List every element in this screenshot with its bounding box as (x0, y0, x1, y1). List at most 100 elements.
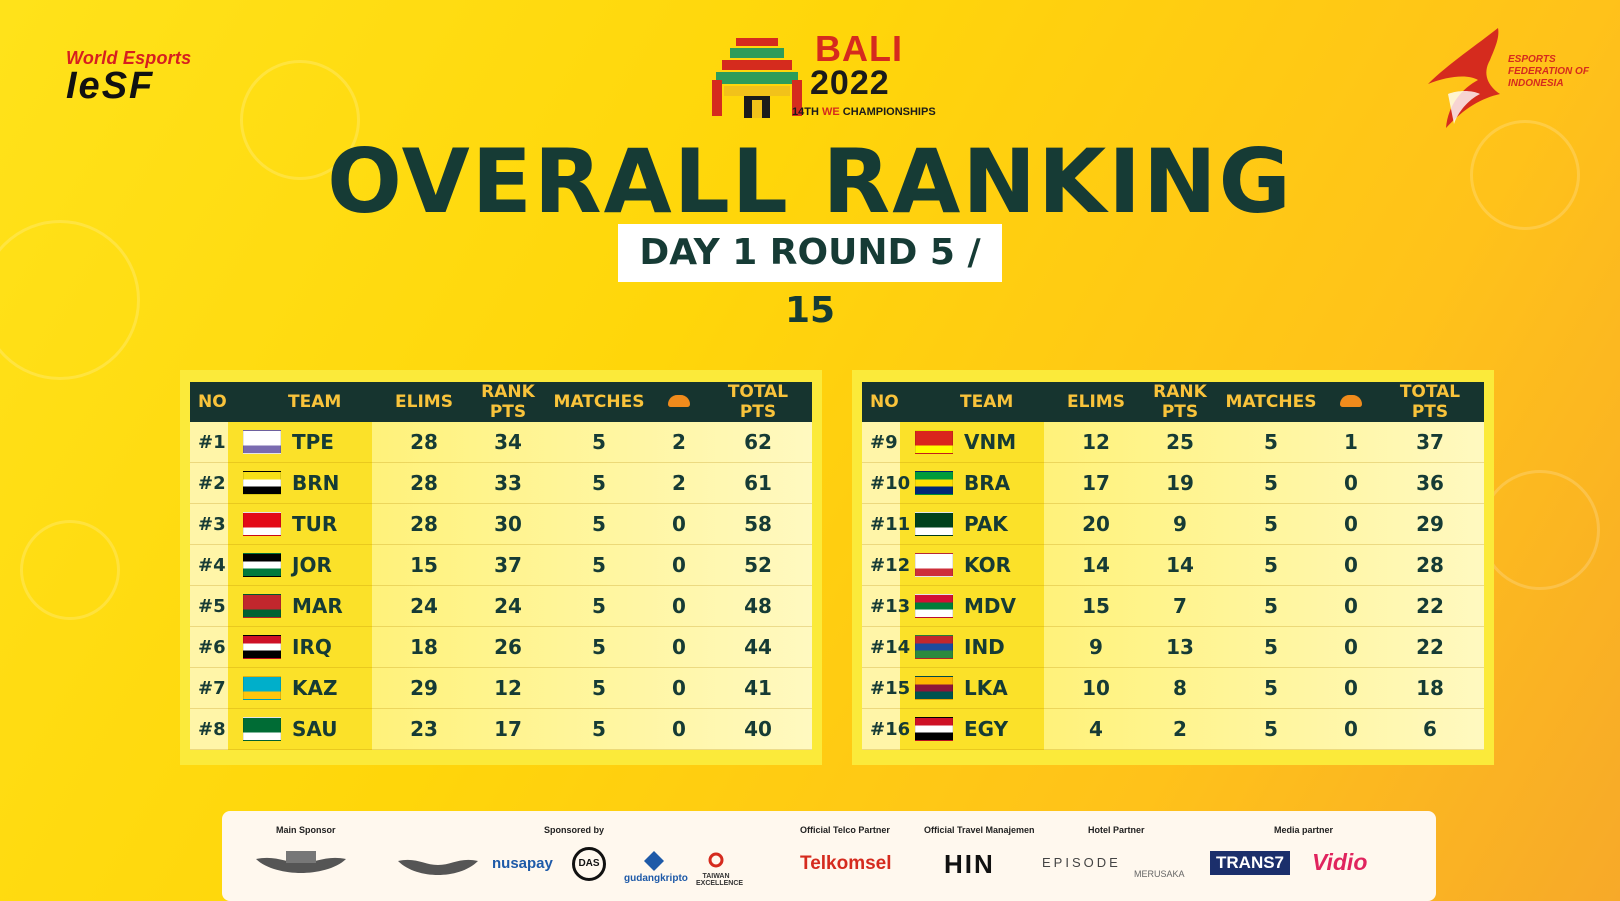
flag (238, 512, 286, 536)
total-pts-value: 62 (744, 430, 772, 454)
rank-pts-value: 34 (494, 430, 522, 454)
matches-value: 5 (1264, 594, 1278, 618)
table-row: #11 PAK 20 9 5 0 29 (862, 504, 1484, 545)
matches-value: 5 (592, 594, 606, 618)
team-code: IRQ (292, 635, 332, 659)
vidio-logo: Vidio (1312, 849, 1368, 875)
chicken-value: 0 (672, 512, 686, 536)
col-header-elims: ELIMS (1067, 392, 1125, 412)
matches-value: 5 (592, 471, 606, 495)
bali-championship-subtitle: 14TH WE CHAMPIONSHIPS (792, 106, 936, 118)
telkomsel-logo: Telkomsel (800, 853, 892, 874)
bali-sub-part: 14TH (792, 106, 822, 118)
chicken-value: 0 (1344, 471, 1358, 495)
rank-pts-value: 2 (1173, 717, 1187, 741)
flag (910, 430, 958, 454)
total-pts-value: 36 (1416, 471, 1444, 495)
total-pts-value: 6 (1423, 717, 1437, 741)
bali-2022-logo: BALI 2022 14TH WE CHAMPIONSHIPS (712, 30, 936, 126)
flag (238, 635, 286, 659)
flag (910, 717, 958, 741)
elims-value: 29 (410, 676, 438, 700)
rank-pts-value: 25 (1166, 430, 1194, 454)
sponsor-emblem-icon (398, 859, 478, 875)
page-title: OVERALL RANKING (327, 130, 1293, 233)
flag-brn-icon (243, 471, 281, 495)
elims-value: 18 (410, 635, 438, 659)
team-code: JOR (292, 553, 332, 577)
rank-pts-value: 7 (1173, 594, 1187, 618)
flag (238, 676, 286, 700)
rank-number: #4 (198, 554, 226, 576)
flag-tpe-icon (243, 430, 281, 454)
total-pts-value: 58 (744, 512, 772, 536)
col-header-total-pts: TOTAL PTS (1399, 382, 1461, 422)
rank-pts-value: 14 (1166, 553, 1194, 577)
sponsor-bar: Main Sponsor Sponsored by nusapay DAS gu… (222, 811, 1436, 901)
telco-partner-label: Official Telco Partner (800, 825, 890, 835)
elims-value: 20 (1082, 512, 1110, 536)
rank-pts-value: 17 (494, 717, 522, 741)
team-code: MDV (964, 594, 1016, 618)
flag-egy-icon (915, 717, 953, 741)
total-pts-value: 22 (1416, 594, 1444, 618)
rank-pts-value: 37 (494, 553, 522, 577)
bali-sub-part: CHAMPIONSHIPS (839, 106, 936, 118)
chicken-value: 0 (1344, 717, 1358, 741)
elims-value: 24 (410, 594, 438, 618)
rank-number: #6 (198, 636, 226, 658)
bali-sub-highlight: WE (821, 106, 840, 118)
elims-value: 4 (1089, 717, 1103, 741)
total-pts-value: 29 (1416, 512, 1444, 536)
table-row: #14 IND 9 13 5 0 22 (862, 627, 1484, 668)
elims-value: 28 (410, 430, 438, 454)
flag (238, 553, 286, 577)
flag (238, 471, 286, 495)
gudangkripto-icon (644, 851, 664, 871)
team-code: KAZ (292, 676, 338, 700)
col-header-chicken (648, 392, 710, 412)
matches-value: 5 (1264, 430, 1278, 454)
chicken-value: 0 (1344, 512, 1358, 536)
team-code: EGY (964, 717, 1009, 741)
matches-value: 5 (592, 553, 606, 577)
elims-value: 10 (1082, 676, 1110, 700)
matches-value: 5 (592, 430, 606, 454)
flag-bra-icon (915, 471, 953, 495)
matches-value: 5 (1264, 512, 1278, 536)
flag (910, 594, 958, 618)
trans7-logo: TRANS7 (1210, 851, 1291, 875)
rank-pts-value: 26 (494, 635, 522, 659)
col-header-no: NO (870, 392, 899, 412)
col-header-total-pts: TOTAL PTS (727, 382, 789, 422)
flag-mar-icon (243, 594, 281, 618)
efi-logo-text: ESPORTS FEDERATION OF INDONESIA (1508, 54, 1589, 89)
table-row: #3 TUR 28 30 5 0 58 (190, 504, 812, 545)
matches-value: 5 (1264, 635, 1278, 659)
rank-pts-value: 33 (494, 471, 522, 495)
matches-value: 5 (1264, 717, 1278, 741)
chicken-value: 0 (1344, 594, 1358, 618)
rank-pts-value: 24 (494, 594, 522, 618)
table-row: #6 IRQ 18 26 5 0 44 (190, 627, 812, 668)
table-row: #8 SAU 23 17 5 0 40 (190, 709, 812, 750)
rank-number: #10 (870, 472, 911, 494)
chicken-value: 0 (672, 594, 686, 618)
team-code: KOR (964, 553, 1012, 577)
team-code: SAU (292, 717, 338, 741)
travel-partner-label: Official Travel Manajemen (924, 825, 1035, 835)
bali-year-text: 2022 (810, 64, 890, 102)
elims-value: 17 (1082, 471, 1110, 495)
team-code: LKA (964, 676, 1008, 700)
rank-number: #14 (870, 636, 911, 658)
round-indicator: DAY 1 ROUND 5 / 15 (618, 224, 1002, 331)
total-pts-value: 28 (1416, 553, 1444, 577)
table-row: #10 BRA 17 19 5 0 36 (862, 463, 1484, 504)
total-pts-value: 37 (1416, 430, 1444, 454)
flag-mdv-icon (915, 594, 953, 618)
elims-value: 9 (1089, 635, 1103, 659)
flag (910, 471, 958, 495)
matches-value: 5 (592, 635, 606, 659)
table-header: NO TEAM ELIMS RANK PTS MATCHES TOTAL PTS (862, 382, 1484, 422)
elims-value: 12 (1082, 430, 1110, 454)
